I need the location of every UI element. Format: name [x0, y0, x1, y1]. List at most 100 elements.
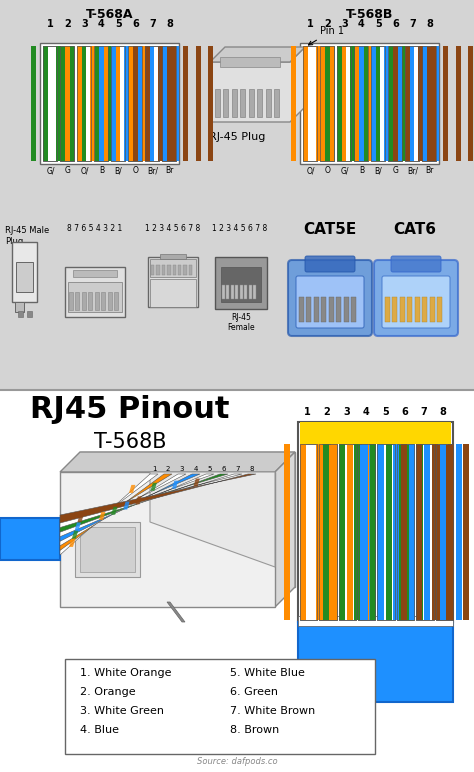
- Bar: [319, 444, 337, 620]
- FancyBboxPatch shape: [296, 276, 364, 328]
- Polygon shape: [94, 46, 99, 161]
- Polygon shape: [44, 46, 48, 161]
- Text: 5. White Blue: 5. White Blue: [230, 668, 305, 678]
- Bar: [405, 46, 419, 161]
- Text: 8 7 6 5 4 3 2 1: 8 7 6 5 4 3 2 1: [67, 224, 123, 233]
- Polygon shape: [210, 47, 305, 62]
- Text: O/: O/: [80, 166, 89, 175]
- Polygon shape: [386, 444, 392, 620]
- Text: 1. White Orange: 1. White Orange: [80, 668, 172, 678]
- Bar: [377, 444, 395, 620]
- Bar: [69, 292, 73, 310]
- Bar: [82, 292, 86, 310]
- Bar: [436, 444, 453, 620]
- Bar: [89, 292, 92, 310]
- Polygon shape: [303, 46, 309, 161]
- Bar: [231, 285, 234, 299]
- Text: 1: 1: [47, 19, 54, 29]
- Bar: [405, 46, 419, 161]
- Bar: [319, 444, 337, 620]
- Polygon shape: [424, 444, 430, 620]
- Polygon shape: [209, 46, 213, 161]
- Polygon shape: [435, 46, 439, 161]
- Bar: [300, 444, 318, 620]
- Text: 3: 3: [341, 19, 348, 29]
- Polygon shape: [447, 444, 454, 620]
- Bar: [329, 297, 334, 322]
- Bar: [156, 265, 160, 275]
- Polygon shape: [72, 530, 78, 539]
- Bar: [358, 444, 375, 620]
- Polygon shape: [193, 479, 200, 486]
- Bar: [150, 279, 196, 307]
- Polygon shape: [355, 444, 360, 620]
- Bar: [160, 254, 186, 259]
- Polygon shape: [350, 46, 355, 161]
- Bar: [303, 46, 318, 161]
- Bar: [40, 43, 180, 164]
- Polygon shape: [171, 46, 175, 161]
- Text: G: G: [64, 166, 71, 175]
- Polygon shape: [133, 46, 138, 161]
- Text: 2: 2: [324, 19, 331, 29]
- Bar: [300, 444, 318, 620]
- Polygon shape: [337, 46, 342, 161]
- Polygon shape: [80, 452, 295, 587]
- Bar: [94, 46, 109, 161]
- Bar: [377, 444, 395, 620]
- Bar: [436, 444, 453, 620]
- Text: T-568B: T-568B: [346, 8, 394, 21]
- Bar: [148, 257, 198, 307]
- Text: 4: 4: [98, 19, 105, 29]
- Bar: [232, 89, 237, 117]
- Bar: [150, 259, 196, 277]
- Polygon shape: [74, 523, 81, 530]
- Polygon shape: [341, 46, 346, 161]
- Bar: [320, 46, 335, 161]
- Bar: [299, 297, 304, 322]
- Bar: [337, 297, 341, 322]
- Polygon shape: [56, 46, 61, 161]
- Bar: [128, 46, 143, 161]
- Polygon shape: [60, 474, 242, 527]
- Bar: [298, 622, 453, 702]
- Bar: [221, 267, 261, 302]
- FancyBboxPatch shape: [374, 260, 458, 336]
- Bar: [0, 390, 474, 772]
- Text: 2: 2: [324, 407, 330, 417]
- Polygon shape: [443, 46, 448, 161]
- Text: 7: 7: [149, 19, 156, 29]
- Polygon shape: [405, 46, 410, 161]
- Text: G/: G/: [340, 166, 349, 175]
- Text: 8: 8: [426, 19, 433, 29]
- Bar: [303, 46, 318, 161]
- Bar: [321, 297, 327, 322]
- Polygon shape: [60, 472, 275, 607]
- Bar: [257, 89, 263, 117]
- Text: B/: B/: [374, 166, 383, 175]
- Bar: [108, 292, 112, 310]
- Bar: [27, 311, 32, 317]
- Polygon shape: [15, 302, 24, 312]
- Polygon shape: [137, 46, 142, 161]
- Polygon shape: [363, 46, 368, 161]
- Polygon shape: [409, 444, 415, 620]
- Bar: [301, 43, 439, 164]
- Bar: [298, 616, 453, 626]
- Bar: [163, 46, 176, 161]
- Bar: [372, 46, 385, 161]
- Text: G: G: [392, 166, 399, 175]
- Polygon shape: [328, 46, 334, 161]
- Bar: [389, 46, 402, 161]
- Bar: [65, 267, 125, 317]
- Text: 6: 6: [392, 19, 399, 29]
- Bar: [80, 527, 135, 572]
- Polygon shape: [158, 46, 163, 161]
- Bar: [18, 311, 23, 317]
- Text: 3. White Green: 3. White Green: [80, 706, 164, 716]
- Bar: [189, 265, 192, 275]
- Polygon shape: [370, 444, 376, 620]
- Bar: [111, 46, 126, 161]
- Text: Pin 1: Pin 1: [309, 26, 344, 45]
- FancyBboxPatch shape: [382, 276, 450, 328]
